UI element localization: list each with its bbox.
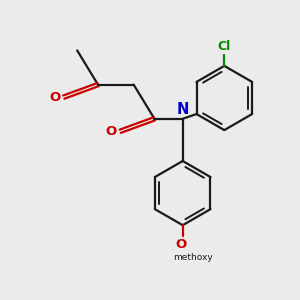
Text: O: O bbox=[49, 91, 60, 103]
Text: O: O bbox=[106, 125, 117, 138]
Text: Cl: Cl bbox=[218, 40, 231, 53]
Text: O: O bbox=[176, 238, 187, 251]
Text: methoxy: methoxy bbox=[173, 254, 213, 262]
Text: N: N bbox=[176, 102, 189, 117]
